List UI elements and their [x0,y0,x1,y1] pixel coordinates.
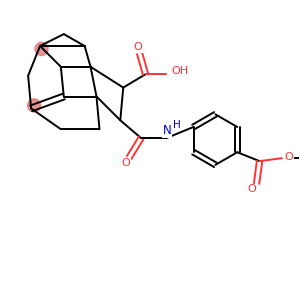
Text: H: H [173,120,181,130]
Text: OH: OH [171,66,188,76]
Circle shape [28,99,40,112]
Text: O: O [284,152,293,162]
Text: O: O [248,184,256,194]
Text: O: O [134,43,142,52]
Text: N: N [163,124,172,137]
Text: O: O [122,158,130,168]
Circle shape [35,42,48,56]
